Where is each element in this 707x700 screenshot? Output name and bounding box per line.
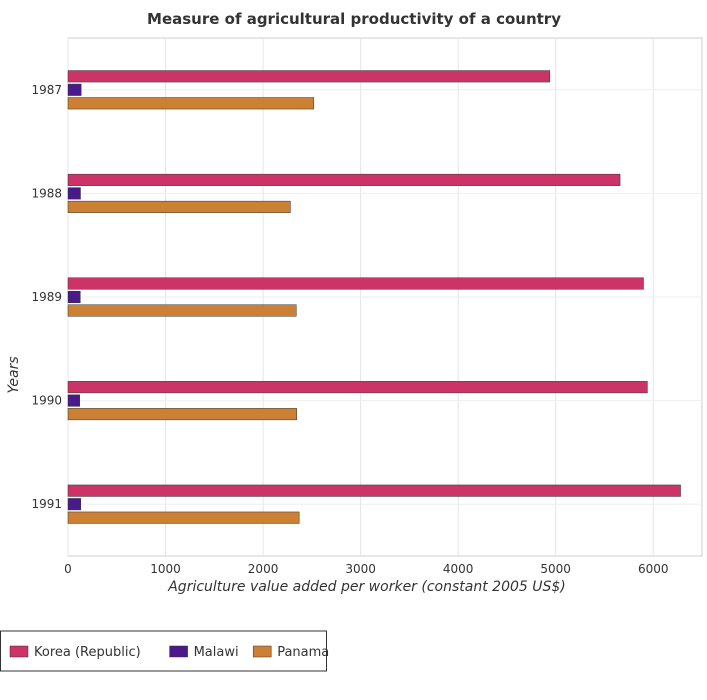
y-axis-label: Years [6, 356, 22, 393]
bar [67, 200, 291, 213]
x-tick-label: 5000 [540, 562, 571, 576]
x-tick-label: 4000 [443, 562, 474, 576]
x-axis-label: Agriculture value added per worker (cons… [167, 579, 566, 595]
legend: Korea (Republic) Malawi Panama [0, 630, 329, 672]
bar [67, 394, 80, 407]
bar [67, 173, 621, 186]
legend-label: Korea (Republic) [34, 645, 141, 660]
y-tick-label: 1988 [31, 186, 62, 200]
x-tick-label: 1000 [150, 562, 181, 576]
legend-swatch [252, 645, 272, 658]
bar [67, 511, 300, 524]
legend-swatch [169, 645, 188, 658]
bar [67, 187, 81, 200]
x-tick-label: 2000 [248, 562, 279, 576]
y-tick-label: 1991 [31, 497, 62, 511]
y-tick-label: 1990 [31, 394, 62, 408]
bar [67, 484, 681, 497]
bar [67, 408, 297, 421]
bar [67, 70, 551, 83]
plot-area: 0 1000 2000 3000 4000 5000 6000 1987 1988 1989 199… [31, 37, 703, 576]
legend-box [0, 630, 327, 672]
y-tick-label: 1989 [31, 290, 62, 304]
bar [67, 291, 81, 303]
legend-swatch [9, 645, 29, 658]
legend-label: Malawi [194, 645, 239, 660]
bar [67, 83, 82, 96]
x-tick-label: 3000 [345, 562, 376, 576]
bar [67, 381, 648, 394]
bar [67, 277, 644, 290]
chart-title: Measure of agricultural productivity of … [147, 10, 561, 28]
y-tick-label: 1987 [31, 83, 62, 97]
x-tick-label: 0 [64, 562, 72, 576]
bar [67, 97, 315, 110]
bar [67, 498, 82, 511]
x-tick-label: 6000 [638, 562, 669, 576]
bar [67, 304, 297, 317]
legend-label: Panama [277, 645, 329, 660]
